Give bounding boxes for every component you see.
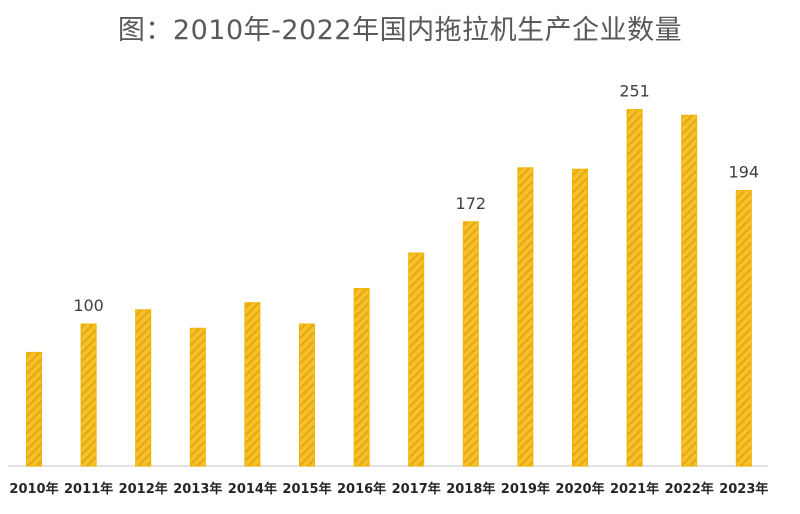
x-tick-label-2021年: 2021年: [610, 481, 659, 497]
bar-2021年: [626, 109, 643, 467]
bar-2022年: [681, 114, 698, 467]
data-label-2018年: 172: [456, 194, 487, 213]
x-tick-label-2019年: 2019年: [501, 481, 550, 497]
bar-2016年: [353, 288, 370, 467]
x-tick-label-2022年: 2022年: [665, 481, 714, 497]
x-tick-label-2018年: 2018年: [446, 481, 495, 497]
bar-2020年: [572, 168, 588, 467]
x-tick-label-2014年: 2014年: [228, 481, 277, 497]
x-tick-label-2023年: 2023年: [719, 481, 768, 497]
bar-2015年: [299, 323, 315, 467]
bar-2019年: [517, 167, 534, 467]
x-tick-label-2015年: 2015年: [282, 481, 331, 497]
data-label-2021年: 251: [619, 82, 650, 101]
x-tick-label-2012年: 2012年: [119, 481, 168, 497]
data-label-2011年: 100: [73, 296, 104, 315]
chart-title: 图：2010年-2022年国内拖拉机生产企业数量: [117, 15, 683, 46]
x-tick-label-2013年: 2013年: [173, 481, 222, 497]
bar-2011年: [80, 323, 97, 467]
bar-2023年: [735, 190, 752, 467]
bar-2010年: [26, 351, 42, 467]
x-tick-label-2017年: 2017年: [392, 481, 441, 497]
x-tick-label-2011年: 2011年: [64, 481, 113, 497]
data-label-2023年: 194: [729, 163, 760, 182]
x-tick-label-2016年: 2016年: [337, 481, 386, 497]
x-tick-label-2020年: 2020年: [555, 481, 604, 497]
bar-2013年: [189, 327, 206, 467]
bar-2018年: [462, 221, 479, 467]
bar-2012年: [135, 309, 152, 467]
x-tick-label-2010年: 2010年: [9, 481, 58, 497]
bar-2017年: [408, 252, 425, 467]
bar-2014年: [244, 302, 261, 467]
